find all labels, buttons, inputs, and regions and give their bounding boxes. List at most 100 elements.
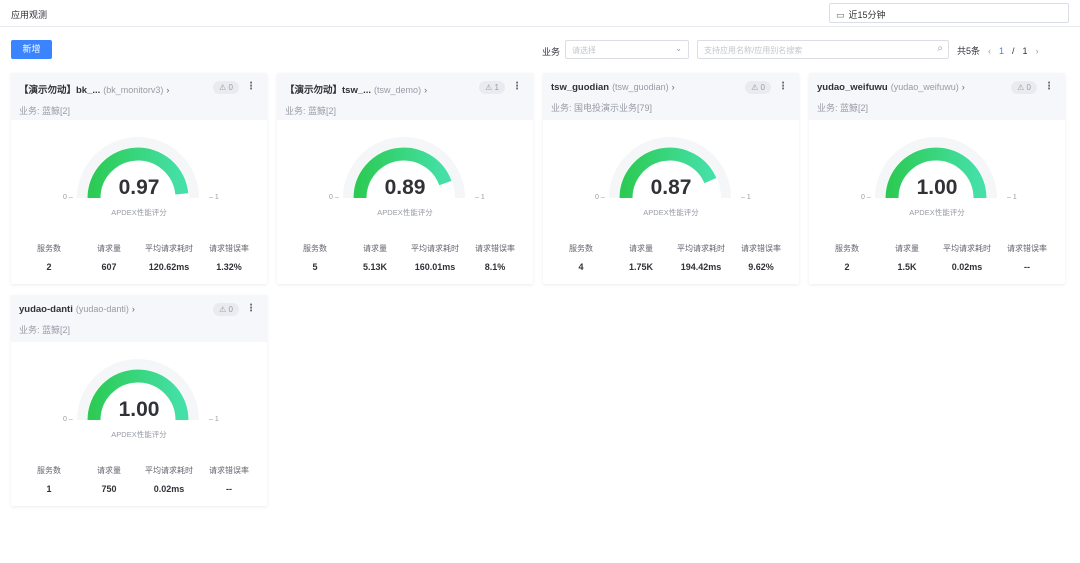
app-biz: 业务: 蓝鲸[2]: [19, 325, 71, 335]
next-page-button[interactable]: ›: [1035, 45, 1039, 56]
stat-value: 120.62ms: [148, 262, 190, 272]
app-biz: 业务: 国电投演示业务[79]: [551, 103, 653, 113]
stat-item: 请求量 1.75K: [611, 243, 671, 272]
stat-item: 平均请求耗时 160.01ms: [405, 243, 465, 272]
stat-label: 请求量: [629, 244, 653, 253]
biz-select[interactable]: 请选择 ⌄: [565, 40, 689, 59]
app-card[interactable]: yudao_weifuwu (yudao_weifuwu) › ⚠ 0 ⋮ 业务: …: [809, 73, 1065, 284]
stat-item: 请求量 1.5K: [877, 243, 937, 272]
stat-item: 请求量 750: [79, 465, 139, 494]
alert-badge[interactable]: ⚠ 0: [745, 81, 771, 94]
stat-value: 1.32%: [216, 262, 242, 272]
total-count: 共5条: [957, 46, 981, 56]
stats-row: 服务数 4 请求量 1.75K 平均请求耗时 194.42ms 请求错误率 9.62%: [551, 243, 791, 272]
apdex-caption: APDEX性能评分: [643, 208, 699, 217]
app-card[interactable]: 【演示勿动】bk_... (bk_monitorv3) › ⚠ 0 ⋮ 业务: 蓝鲸…: [11, 73, 267, 284]
biz-label: 业务: [542, 47, 561, 57]
stat-label: 请求量: [97, 244, 121, 253]
chevron-right-icon[interactable]: ›: [424, 85, 428, 95]
chevron-right-icon[interactable]: ›: [671, 82, 675, 92]
stats-row: 服务数 2 请求量 607 平均请求耗时 120.62ms 请求错误率 1.32%: [19, 243, 259, 272]
stat-item: 平均请求耗时 0.02ms: [937, 243, 997, 272]
alert-count: 0: [760, 83, 765, 92]
stats-row: 服务数 5 请求量 5.13K 平均请求耗时 160.01ms 请求错误率 8.1%: [285, 243, 525, 272]
apdex-score: 0.97: [118, 176, 160, 199]
more-icon[interactable]: ⋮: [246, 81, 256, 92]
time-range-picker[interactable]: ▭ 近15分钟: [829, 3, 1069, 23]
gauge-max-label: – 1: [475, 194, 485, 201]
prev-page-button[interactable]: ‹: [988, 45, 992, 56]
apdex-gauge: [77, 137, 199, 199]
gauge-min-label: 0 –: [63, 416, 73, 423]
stat-label: 请求量: [895, 244, 919, 253]
stat-item: 请求错误率 --: [199, 465, 259, 494]
alert-badge[interactable]: ⚠ 0: [213, 303, 239, 316]
alert-badge[interactable]: ⚠ 1: [479, 81, 505, 94]
more-icon[interactable]: ⋮: [1044, 81, 1054, 92]
stat-value: 194.42ms: [680, 262, 722, 272]
stat-label: 请求错误率: [741, 244, 781, 253]
apdex-gauge: [609, 137, 731, 199]
chevron-right-icon[interactable]: ›: [961, 82, 965, 92]
stat-value: 750: [101, 484, 117, 494]
search-input[interactable]: 支持应用名称/应用别名搜索 ⌕: [697, 40, 949, 59]
calendar-icon: ▭: [836, 10, 845, 20]
stat-item: 请求错误率 9.62%: [731, 243, 791, 272]
alert-badge[interactable]: ⚠ 0: [213, 81, 239, 94]
stats-row: 服务数 2 请求量 1.5K 平均请求耗时 0.02ms 请求错误率 --: [817, 243, 1057, 272]
chevron-down-icon: ⌄: [675, 44, 682, 53]
add-button[interactable]: 新增: [11, 40, 52, 59]
stat-label: 请求量: [363, 244, 387, 253]
gauge-track: [77, 137, 199, 199]
apdex-gauge: [77, 359, 199, 421]
alert-count: 0: [1026, 83, 1031, 92]
pagination: 共5条 ‹ 1 / 1 ›: [957, 44, 1039, 57]
app-alias: (tsw_guodian): [612, 82, 669, 92]
app-name[interactable]: 【演示勿动】tsw_...: [285, 85, 372, 96]
stat-label: 服务数: [569, 244, 593, 253]
apdex-score: 1.00: [916, 176, 958, 199]
gauge-max-label: – 1: [741, 194, 751, 201]
app-alias: (tsw_demo): [374, 85, 422, 95]
app-name[interactable]: yudao-danti: [19, 304, 73, 315]
gauge-fill: [885, 147, 987, 199]
stat-label: 服务数: [37, 466, 61, 475]
stat-item: 请求错误率 1.32%: [199, 243, 259, 272]
alert-count: 1: [494, 83, 499, 92]
gauge-track: [609, 137, 731, 199]
stat-item: 平均请求耗时 120.62ms: [139, 243, 199, 272]
app-card[interactable]: yudao-danti (yudao-danti) › ⚠ 0 ⋮ 业务: 蓝鲸[2…: [11, 295, 267, 506]
apdex-gauge: [343, 137, 465, 199]
gauge-track: [875, 137, 997, 199]
stat-value: 4: [578, 262, 584, 272]
stat-label: 请求错误率: [475, 244, 515, 253]
gauge-max-label: – 1: [1007, 194, 1017, 201]
app-card[interactable]: tsw_guodian (tsw_guodian) › ⚠ 0 ⋮ 业务: 国电投演…: [543, 73, 799, 284]
apdex-caption: APDEX性能评分: [377, 208, 433, 217]
more-icon[interactable]: ⋮: [778, 81, 788, 92]
stat-label: 请求量: [97, 466, 121, 475]
top-bar: 应用观测 ▭ 近15分钟: [0, 0, 1080, 27]
gauge-min-label: 0 –: [63, 194, 73, 201]
time-range-value: 近15分钟: [848, 10, 886, 20]
gauge-min-label: 0 –: [595, 194, 605, 201]
stat-value: 607: [101, 262, 117, 272]
more-icon[interactable]: ⋮: [512, 81, 522, 92]
app-alias: (bk_monitorv3): [103, 85, 164, 95]
app-name[interactable]: 【演示勿动】bk_...: [19, 85, 101, 96]
alert-badge[interactable]: ⚠ 0: [1011, 81, 1037, 94]
alert-icon: ⚠: [219, 83, 227, 92]
card-header: tsw_guodian (tsw_guodian) › ⚠ 0 ⋮ 业务: 国电投演…: [543, 73, 799, 120]
stat-value: 9.62%: [748, 262, 774, 272]
app-name[interactable]: tsw_guodian: [551, 82, 610, 93]
more-icon[interactable]: ⋮: [246, 303, 256, 314]
app-name[interactable]: yudao_weifuwu: [817, 82, 888, 93]
current-page[interactable]: 1: [999, 45, 1005, 56]
stat-value: 0.02ms: [951, 262, 983, 272]
chevron-right-icon[interactable]: ›: [166, 85, 170, 95]
chevron-right-icon[interactable]: ›: [131, 304, 135, 314]
card-header: yudao_weifuwu (yudao_weifuwu) › ⚠ 0 ⋮ 业务: …: [809, 73, 1065, 120]
stat-label: 请求错误率: [209, 466, 249, 475]
app-card[interactable]: 【演示勿动】tsw_... (tsw_demo) › ⚠ 1 ⋮ 业务: 蓝鲸[2]…: [277, 73, 533, 284]
stat-label: 平均请求耗时: [145, 244, 193, 253]
